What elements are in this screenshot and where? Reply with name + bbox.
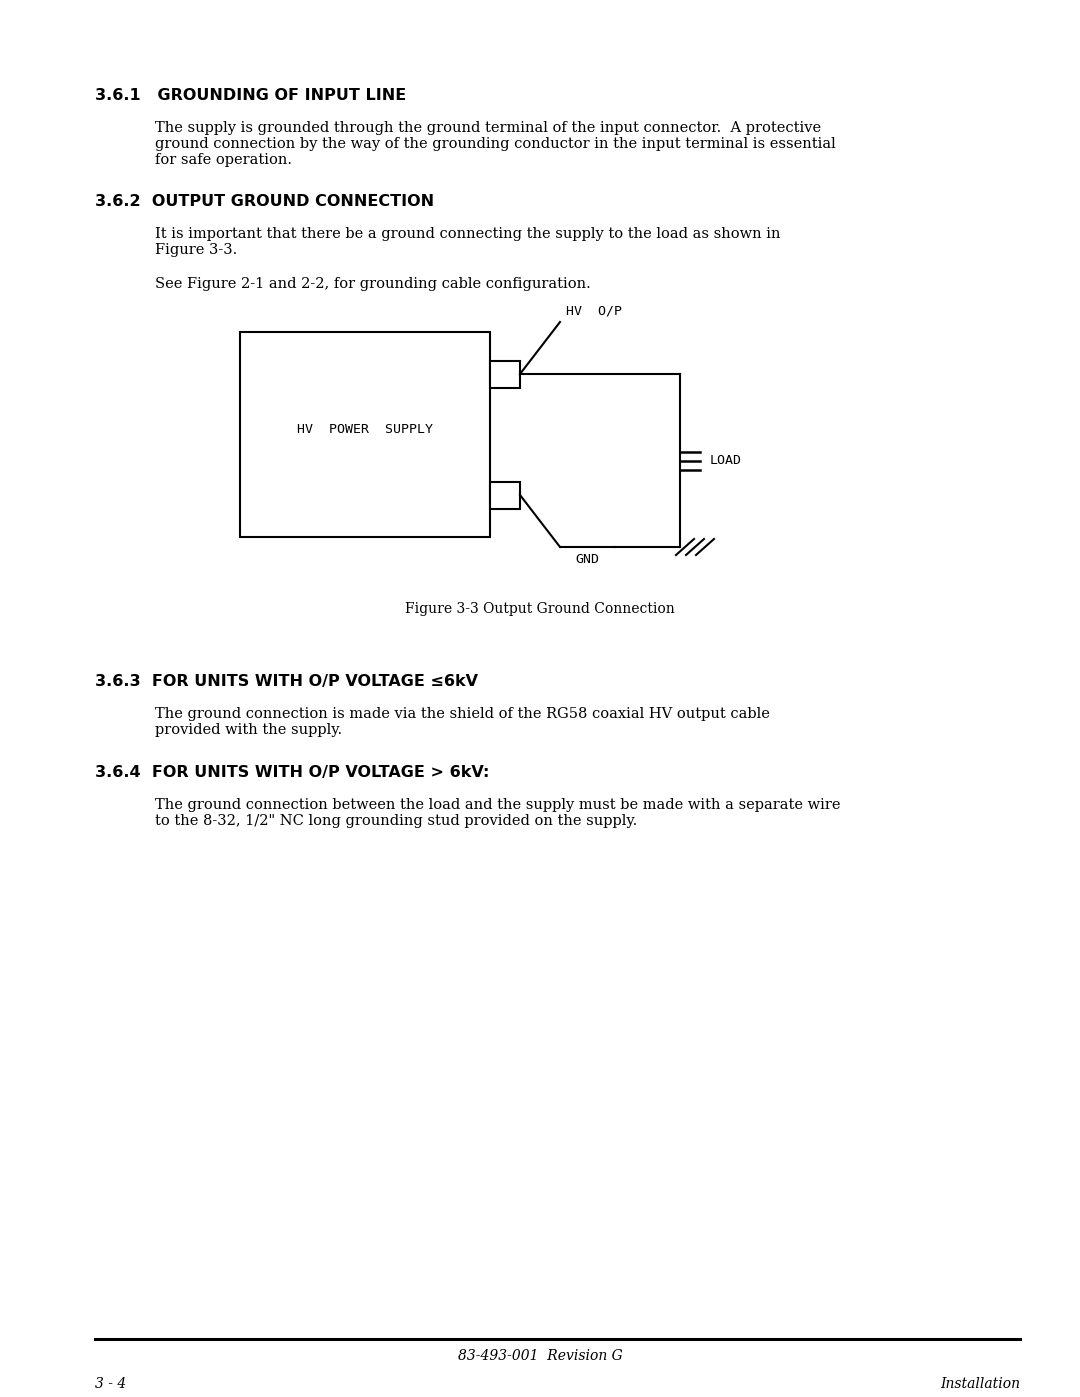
Text: The ground connection is made via the shield of the RG58 coaxial HV output cable: The ground connection is made via the sh…: [156, 707, 770, 738]
Text: 3 - 4: 3 - 4: [95, 1377, 126, 1391]
Text: 3.6.4  FOR UNITS WITH O/P VOLTAGE > 6kV:: 3.6.4 FOR UNITS WITH O/P VOLTAGE > 6kV:: [95, 766, 489, 780]
Text: 83-493-001  Revision G: 83-493-001 Revision G: [458, 1350, 622, 1363]
Text: It is important that there be a ground connecting the supply to the load as show: It is important that there be a ground c…: [156, 226, 781, 257]
Text: 3.6.3  FOR UNITS WITH O/P VOLTAGE ≤6kV: 3.6.3 FOR UNITS WITH O/P VOLTAGE ≤6kV: [95, 673, 478, 689]
Text: See Figure 2-1 and 2-2, for grounding cable configuration.: See Figure 2-1 and 2-2, for grounding ca…: [156, 277, 591, 291]
Bar: [490, 482, 519, 509]
Text: HV  O/P: HV O/P: [566, 305, 622, 317]
Text: The ground connection between the load and the supply must be made with a separa: The ground connection between the load a…: [156, 798, 840, 828]
Bar: [240, 332, 490, 536]
Text: 3.6.2  OUTPUT GROUND CONNECTION: 3.6.2 OUTPUT GROUND CONNECTION: [95, 194, 434, 210]
Text: GND: GND: [575, 553, 599, 566]
Text: Figure 3-3 Output Ground Connection: Figure 3-3 Output Ground Connection: [405, 602, 675, 616]
Bar: [490, 360, 519, 387]
Text: The supply is grounded through the ground terminal of the input connector.  A pr: The supply is grounded through the groun…: [156, 122, 836, 168]
Text: LOAD: LOAD: [710, 454, 742, 467]
Text: HV  POWER  SUPPLY: HV POWER SUPPLY: [297, 423, 433, 436]
Text: 3.6.1   GROUNDING OF INPUT LINE: 3.6.1 GROUNDING OF INPUT LINE: [95, 88, 406, 103]
Text: Installation: Installation: [940, 1377, 1020, 1391]
